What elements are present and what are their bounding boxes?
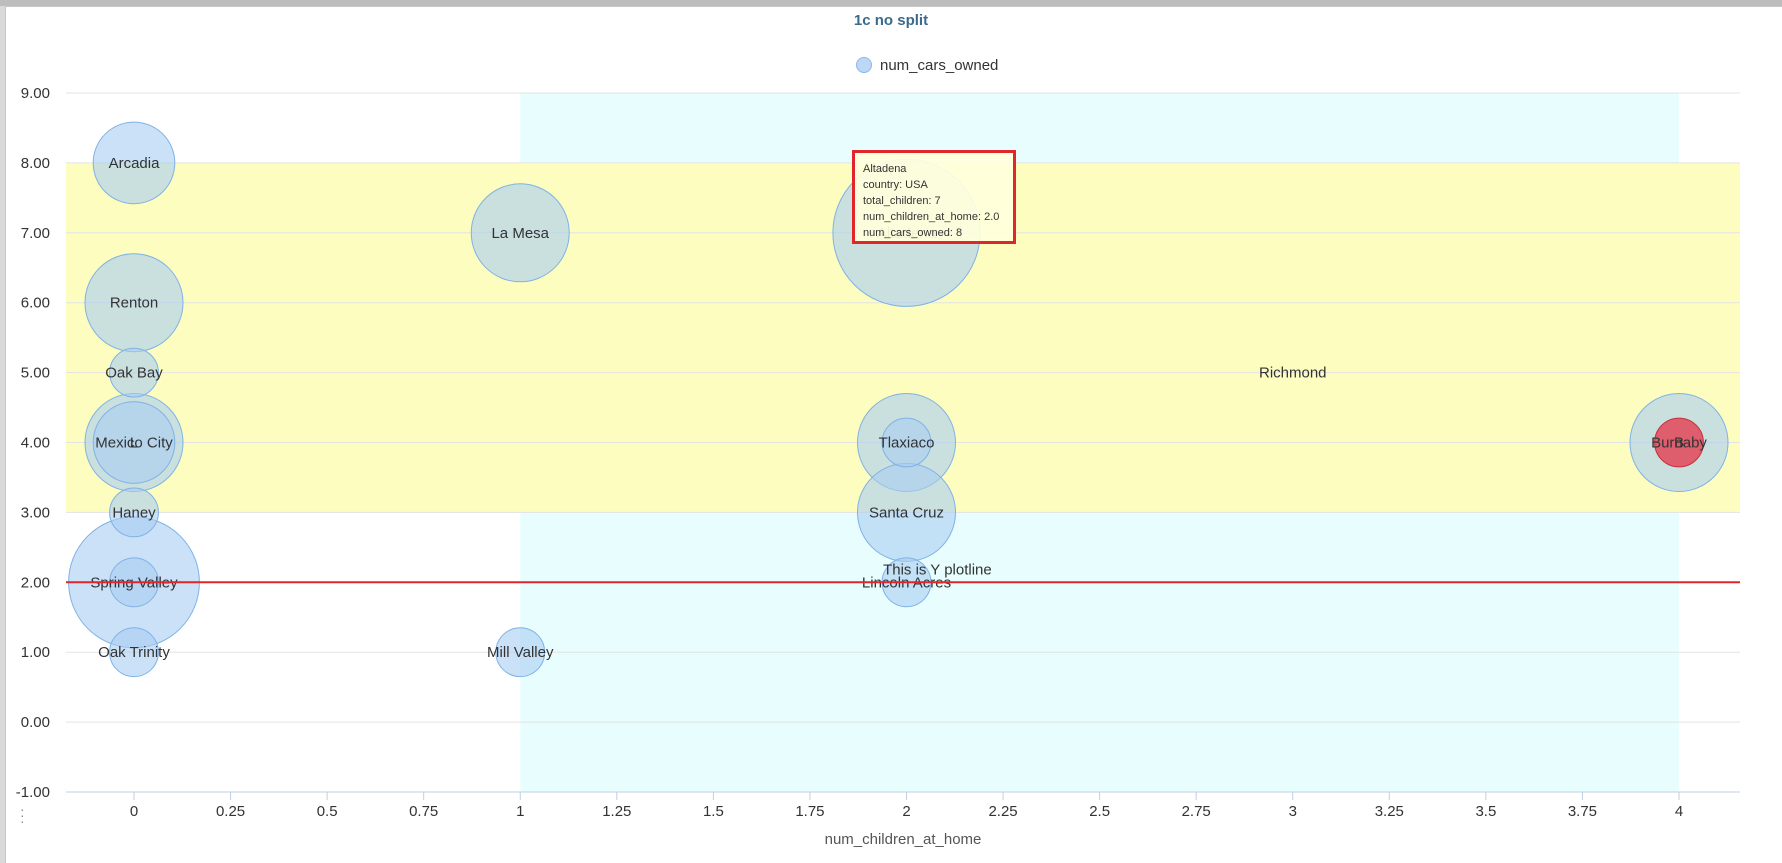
- drag-handle-icon[interactable]: · · ·: [20, 801, 25, 829]
- bubble: [1654, 417, 1704, 468]
- bubble-label: Renton: [110, 295, 158, 312]
- y-tick-label: 5.00: [21, 365, 50, 382]
- x-tick-label: 0: [130, 803, 138, 820]
- point-tooltip: Altadena country: USA total_children: 7 …: [852, 150, 1016, 244]
- bubble-label: Mexico City: [95, 435, 173, 452]
- y-tick-label: 2.00: [21, 574, 50, 591]
- bubble-label: Arcadia: [109, 155, 161, 172]
- plot-line-label: This is Y plotline: [883, 561, 992, 578]
- bubble-label: B: [1674, 435, 1684, 452]
- x-tick-label: 0.75: [409, 803, 438, 820]
- bubble-label: Mill Valley: [487, 644, 554, 661]
- y-tick-label: 6.00: [21, 295, 50, 312]
- y-tick-label: 8.00: [21, 155, 50, 172]
- x-tick-label: 1.5: [703, 803, 724, 820]
- tooltip-line: Altadena: [863, 163, 907, 175]
- tooltip-line: num_children_at_home: 2.0: [863, 211, 1000, 223]
- bubble: [495, 627, 546, 678]
- x-tick-label: 0.5: [317, 803, 338, 820]
- bubble: [470, 183, 570, 283]
- legend-marker-icon: [856, 57, 872, 73]
- bubble-label: Oak Trinity: [98, 644, 170, 661]
- x-tick-label: 1.75: [795, 803, 824, 820]
- x-axis-title: num_children_at_home: [825, 831, 982, 848]
- y-tick-label: 0.00: [21, 714, 50, 731]
- x-tick-label: 1.25: [602, 803, 631, 820]
- x-tick-label: 1: [516, 803, 524, 820]
- bubble-label: Haney: [112, 504, 156, 521]
- y-tick-label: 7.00: [21, 225, 50, 242]
- window-top-strip: [0, 0, 1782, 6]
- x-tick-label: 3: [1289, 803, 1297, 820]
- x-tick-label: 2.75: [1182, 803, 1211, 820]
- x-tick-label: 0.25: [216, 803, 245, 820]
- bubble: [109, 487, 159, 538]
- y-tick-label: -1.00: [16, 784, 50, 801]
- annotation-label: Richmond: [1259, 365, 1327, 382]
- bubble-label: L: [130, 435, 138, 452]
- y-tick-label: 4.00: [21, 435, 50, 452]
- x-tick-label: 2.5: [1089, 803, 1110, 820]
- tooltip-line: total_children: 7: [863, 195, 941, 207]
- y-tick-label: 3.00: [21, 504, 50, 521]
- x-tick-label: 3.5: [1475, 803, 1496, 820]
- bubble-label: Tlaxiaco: [879, 435, 935, 452]
- bubble-label: Oak Bay: [105, 365, 163, 382]
- bubble: [92, 121, 176, 205]
- x-tick-label: 3.75: [1568, 803, 1597, 820]
- y-tick-label: 1.00: [21, 644, 50, 661]
- x-tick-label: 2.25: [988, 803, 1017, 820]
- bubble-label: Burnaby: [1651, 435, 1707, 452]
- legend-label: num_cars_owned: [880, 56, 999, 74]
- bubble-label: La Mesa: [491, 225, 549, 242]
- x-tick-label: 4: [1675, 803, 1683, 820]
- tooltip-line: country: USA: [863, 179, 928, 191]
- x-tick-label: 2: [902, 803, 910, 820]
- x-tick-label: 3.25: [1375, 803, 1404, 820]
- bubble: [881, 417, 932, 468]
- bubble: [109, 627, 159, 678]
- tooltip-line: num_cars_owned: 8: [863, 227, 963, 239]
- bubble: [109, 347, 159, 398]
- bubble-label: Santa Cruz: [869, 504, 944, 521]
- y-tick-label: 9.00: [21, 85, 50, 102]
- chart-title: 1c no split: [853, 12, 929, 29]
- legend[interactable]: num_cars_owned: [856, 54, 998, 76]
- bubble: [92, 401, 176, 484]
